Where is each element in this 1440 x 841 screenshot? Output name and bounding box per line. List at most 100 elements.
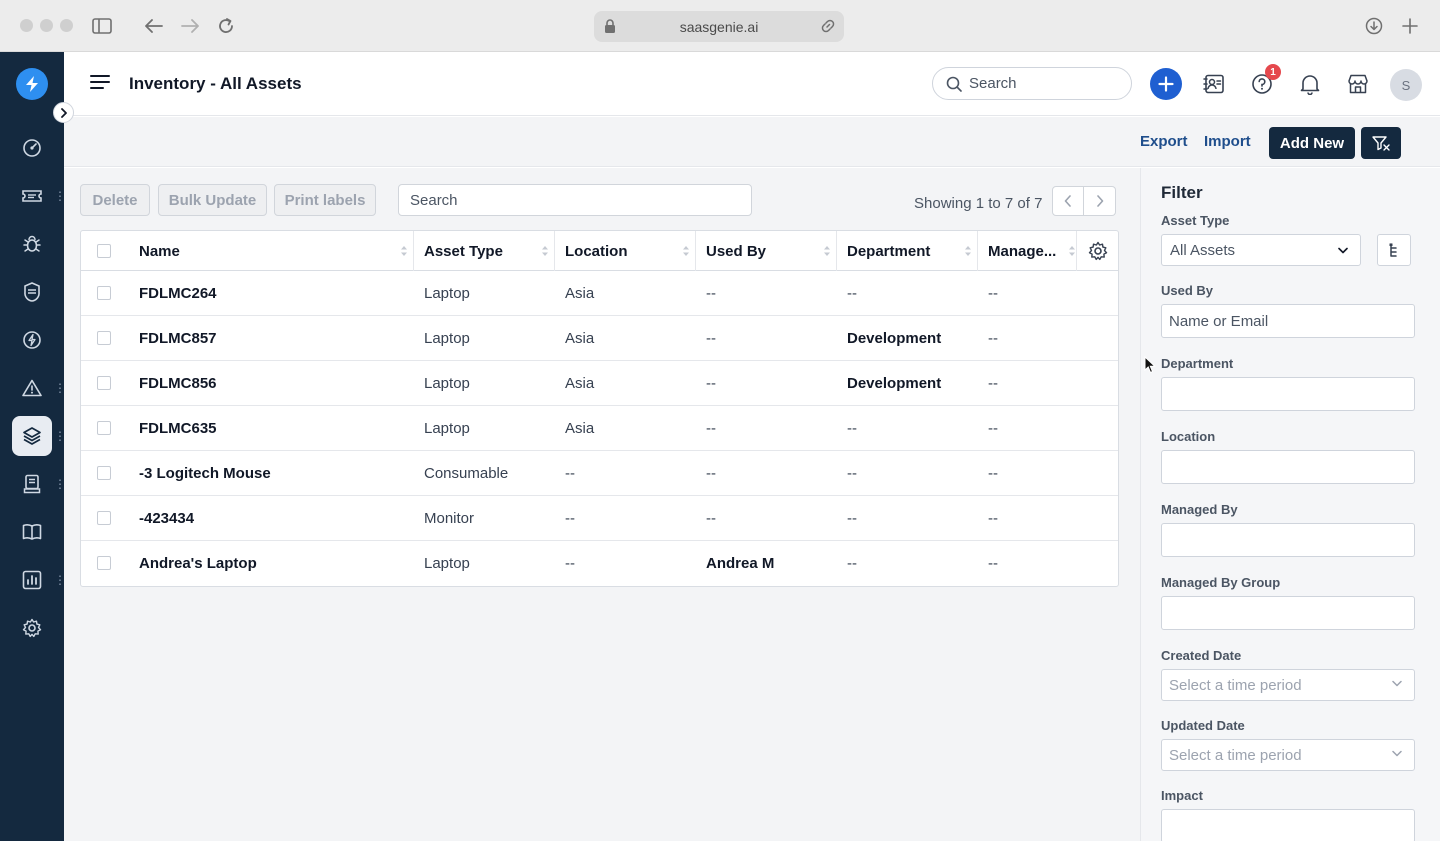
table-row[interactable]: FDLMC264 Laptop Asia -- -- -- (81, 271, 1118, 316)
dashboard-icon[interactable] (12, 128, 52, 168)
row-checkbox[interactable] (97, 376, 111, 390)
column-header-managed-by[interactable]: Manage... (988, 242, 1057, 260)
help-icon[interactable] (1249, 71, 1275, 97)
cell-name[interactable]: -3 Logitech Mouse (139, 465, 271, 482)
select-all-checkbox[interactable] (97, 244, 111, 258)
row-checkbox[interactable] (97, 511, 111, 525)
bell-icon[interactable] (1297, 71, 1323, 97)
row-checkbox[interactable] (97, 331, 111, 345)
table-search-input[interactable]: Search (398, 184, 752, 216)
document-more-icon[interactable]: ⋮ (54, 477, 66, 491)
table-row[interactable]: Andrea's Laptop Laptop -- Andrea M -- -- (81, 541, 1118, 586)
document-icon[interactable] (12, 464, 52, 504)
layers-icon[interactable] (12, 416, 52, 456)
contacts-icon[interactable] (1201, 71, 1227, 97)
main-content: Delete Bulk Update Print labels Search S… (64, 168, 1140, 841)
warning-icon[interactable] (12, 368, 52, 408)
cell-name[interactable]: FDLMC856 (139, 375, 217, 392)
back-arrow-icon[interactable] (142, 14, 166, 38)
cell-name[interactable]: Andrea's Laptop (139, 555, 257, 572)
ticket-icon[interactable] (12, 176, 52, 216)
warning-more-icon[interactable]: ⋮ (54, 381, 66, 395)
shield-icon[interactable] (12, 272, 52, 312)
delete-button[interactable]: Delete (80, 184, 150, 216)
new-tab-icon[interactable] (1398, 14, 1422, 38)
bolt-icon[interactable] (12, 320, 52, 360)
sort-icon[interactable] (823, 245, 831, 257)
managed-by-group-input[interactable] (1161, 596, 1415, 630)
column-header-name[interactable]: Name (139, 242, 180, 260)
column-header-used-by[interactable]: Used By (706, 242, 767, 260)
bulk-update-button[interactable]: Bulk Update (158, 184, 267, 216)
chevron-left-icon (1064, 195, 1071, 207)
filter-toggle-button[interactable] (1361, 127, 1401, 159)
cell-name[interactable]: FDLMC264 (139, 285, 217, 302)
search-icon (946, 76, 962, 96)
asset-type-tree-button[interactable] (1377, 234, 1411, 266)
address-bar[interactable]: saasgenie.ai (594, 11, 844, 42)
sort-icon[interactable] (400, 245, 408, 257)
download-icon[interactable] (1362, 14, 1386, 38)
department-input[interactable] (1161, 377, 1415, 411)
sort-icon[interactable] (964, 245, 972, 257)
column-header-department[interactable]: Department (847, 242, 931, 260)
table-row[interactable]: -423434 Monitor -- -- -- -- (81, 496, 1118, 541)
managed-by-input[interactable] (1161, 523, 1415, 557)
row-checkbox[interactable] (97, 466, 111, 480)
global-search-input[interactable]: Search (932, 67, 1132, 100)
row-checkbox[interactable] (97, 286, 111, 300)
cell-name[interactable]: -423434 (139, 510, 195, 527)
menu-icon[interactable] (90, 74, 110, 95)
export-button[interactable]: Export (1140, 133, 1188, 150)
row-checkbox[interactable] (97, 556, 111, 570)
marketplace-icon[interactable] (1345, 71, 1371, 97)
sort-icon[interactable] (682, 245, 690, 257)
next-page-button[interactable] (1084, 186, 1116, 216)
created-date-select[interactable]: Select a time period (1161, 669, 1415, 701)
chart-icon[interactable] (12, 560, 52, 600)
link-icon[interactable] (820, 18, 836, 37)
ticket-more-icon[interactable]: ⋮ (54, 189, 66, 203)
table-row[interactable]: -3 Logitech Mouse Consumable -- -- -- -- (81, 451, 1118, 496)
cell-asset-type: Laptop (424, 375, 470, 392)
app-logo-icon[interactable] (16, 68, 48, 100)
window-zoom-button[interactable] (60, 19, 73, 32)
location-input[interactable] (1161, 450, 1415, 484)
asset-type-value: All Assets (1170, 241, 1236, 259)
forward-arrow-icon[interactable] (178, 14, 202, 38)
asset-type-select[interactable]: All Assets (1161, 234, 1361, 266)
sort-icon[interactable] (541, 245, 549, 257)
window-minimize-button[interactable] (40, 19, 53, 32)
import-button[interactable]: Import (1204, 133, 1251, 150)
chart-more-icon[interactable]: ⋮ (54, 573, 66, 587)
table-row[interactable]: FDLMC857 Laptop Asia -- Development -- (81, 316, 1118, 361)
bug-icon[interactable] (12, 224, 52, 264)
updated-date-select[interactable]: Select a time period (1161, 739, 1415, 771)
window-close-button[interactable] (20, 19, 33, 32)
managed-by-group-label: Managed By Group (1161, 575, 1281, 590)
add-new-button[interactable]: Add New (1269, 127, 1355, 159)
create-new-button[interactable] (1150, 68, 1182, 100)
cell-name[interactable]: FDLMC635 (139, 420, 217, 437)
table-row[interactable]: FDLMC635 Laptop Asia -- -- -- (81, 406, 1118, 451)
column-settings-button[interactable] (1076, 231, 1118, 271)
column-header-location[interactable]: Location (565, 242, 628, 260)
filter-panel: Filter Asset Type All Assets Used By Nam… (1140, 168, 1440, 841)
user-avatar[interactable]: S (1390, 69, 1422, 101)
reload-icon[interactable] (214, 14, 238, 38)
cell-name[interactable]: FDLMC857 (139, 330, 217, 347)
sidebar-expand-button[interactable] (53, 102, 74, 123)
settings-icon[interactable] (12, 608, 52, 648)
table-row[interactable]: FDLMC856 Laptop Asia -- Development -- (81, 361, 1118, 406)
cell-department: -- (847, 285, 857, 302)
book-icon[interactable] (12, 512, 52, 552)
prev-page-button[interactable] (1052, 186, 1084, 216)
print-labels-button[interactable]: Print labels (274, 184, 376, 216)
column-header-asset-type[interactable]: Asset Type (424, 242, 503, 260)
sidebar-toggle-icon[interactable] (90, 14, 114, 38)
sort-icon[interactable] (1068, 245, 1076, 257)
layers-more-icon[interactable]: ⋮ (54, 429, 66, 443)
impact-input[interactable] (1161, 809, 1415, 841)
used-by-input[interactable]: Name or Email (1161, 304, 1415, 338)
row-checkbox[interactable] (97, 421, 111, 435)
